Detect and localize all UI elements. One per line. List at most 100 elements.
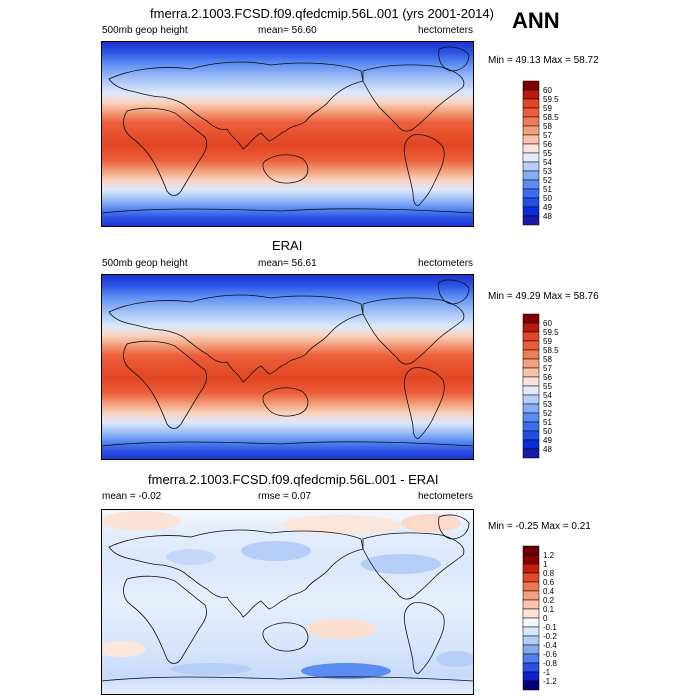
colorbar-swatch <box>522 563 540 574</box>
colorbar-swatch <box>522 331 540 342</box>
colorbar-swatch <box>522 421 540 432</box>
colorbar-tick-label: -0.6 <box>543 650 557 659</box>
colorbar-tick-label: 60 <box>543 319 552 328</box>
colorbar-tick-label: 0 <box>543 614 548 623</box>
colorbar-swatch <box>522 554 540 565</box>
panel3-colorbar: 1.210.80.60.40.20.10-0.1-0.2-0.4-0.6-0.8… <box>522 545 557 691</box>
colorbar-tick-label: 53 <box>543 167 552 176</box>
colorbar-tick-label: 50 <box>543 194 552 203</box>
colorbar-tick-label: 0.8 <box>543 569 555 578</box>
panel3-units: hectometers <box>418 491 474 502</box>
colorbar-swatch <box>522 385 540 396</box>
colorbar-tick-label: 0.4 <box>543 587 555 596</box>
colorbar-tick-label: 58 <box>543 355 552 364</box>
colorbar-swatch <box>522 608 540 619</box>
colorbar-swatch <box>522 322 540 333</box>
colorbar-swatch <box>522 403 540 414</box>
colorbar-tick-label: 1 <box>543 560 548 569</box>
colorbar-swatch <box>522 439 540 450</box>
colorbar-swatch <box>522 107 540 118</box>
colorbar-tick-label: 59 <box>543 104 552 113</box>
colorbar-swatch <box>522 179 540 190</box>
colorbar-tick-label: -0.2 <box>543 632 557 641</box>
colorbar-swatch <box>522 644 540 655</box>
colorbar-tick-label: 51 <box>543 185 552 194</box>
colorbar-swatch <box>522 80 540 91</box>
colorbar-tick-label: 58 <box>543 122 552 131</box>
panel1-title: fmerra.2.1003.FCSD.f09.qfedcmip.56L.001 … <box>150 6 494 21</box>
colorbar-swatch <box>522 89 540 100</box>
colorbar-swatch <box>522 599 540 610</box>
colorbar-tick-label: -1.2 <box>543 677 557 686</box>
colorbar-tick-label: 52 <box>543 409 552 418</box>
colorbar-tick-label: 59 <box>543 337 552 346</box>
colorbar-swatch <box>522 376 540 387</box>
panel2-map <box>101 274 474 460</box>
panel2-left-label: 500mb geop height <box>102 258 188 269</box>
season-label: ANN <box>512 8 560 33</box>
colorbar-tick-label: 56 <box>543 373 552 382</box>
panel3-title: fmerra.2.1003.FCSD.f09.qfedcmip.56L.001 … <box>148 472 439 487</box>
colorbar-swatch <box>522 394 540 405</box>
colorbar-swatch <box>522 143 540 154</box>
colorbar-swatch <box>522 206 540 217</box>
colorbar-swatch <box>522 349 540 360</box>
colorbar-tick-label: -0.8 <box>543 659 557 668</box>
colorbar-tick-label: 0.2 <box>543 596 555 605</box>
colorbar-tick-label: 49 <box>543 203 552 212</box>
colorbar-swatch <box>522 590 540 601</box>
colorbar-swatch <box>522 367 540 378</box>
colorbar-swatch <box>522 170 540 181</box>
colorbar-tick-label: 52 <box>543 176 552 185</box>
colorbar-swatch <box>522 215 540 226</box>
colorbar-swatch <box>522 358 540 369</box>
colorbar-tick-label: -0.4 <box>543 641 557 650</box>
colorbar-tick-label: 56 <box>543 140 552 149</box>
colorbar-tick-label: 48 <box>543 445 552 454</box>
colorbar-tick-label: 54 <box>543 391 552 400</box>
panel2-units: hectometers <box>418 258 474 269</box>
colorbar-tick-label: 58.5 <box>543 113 559 122</box>
panel1-minmax: Min = 49.13 Max = 58.72 <box>488 55 599 66</box>
colorbar-tick-label: 55 <box>543 149 552 158</box>
colorbar-tick-label: 53 <box>543 400 552 409</box>
colorbar-tick-label: 51 <box>543 418 552 427</box>
panel1-map <box>101 41 474 227</box>
colorbar-swatch <box>522 412 540 423</box>
colorbar-tick-label: 60 <box>543 86 552 95</box>
colorbar-swatch <box>522 430 540 441</box>
colorbar-swatch <box>522 653 540 664</box>
panel3-mean: mean = -0.02 <box>102 491 162 502</box>
panel3-minmax: Min = -0.25 Max = 0.21 <box>488 521 591 532</box>
colorbar-tick-label: 59.5 <box>543 95 559 104</box>
panel2-mean: mean= 56.61 <box>258 258 317 269</box>
panel3-map <box>101 509 474 695</box>
colorbar-tick-label: 54 <box>543 158 552 167</box>
colorbar-swatch <box>522 680 540 691</box>
panel2-title: ERAI <box>272 238 303 253</box>
panel1-left-label: 500mb geop height <box>102 25 188 36</box>
colorbar-swatch <box>522 161 540 172</box>
colorbar-swatch <box>522 125 540 136</box>
colorbar-swatch <box>522 340 540 351</box>
colorbar-tick-label: 1.2 <box>543 551 555 560</box>
colorbar-tick-label: 48 <box>543 212 552 221</box>
colorbar-swatch <box>522 197 540 208</box>
colorbar-swatch <box>522 188 540 199</box>
colorbar-swatch <box>522 581 540 592</box>
colorbar-swatch <box>522 572 540 583</box>
colorbar-swatch <box>522 313 540 324</box>
panel2-minmax: Min = 49.29 Max = 58.76 <box>488 291 599 302</box>
colorbar-tick-label: -1 <box>543 668 551 677</box>
colorbar-tick-label: 59.5 <box>543 328 559 337</box>
colorbar-swatch <box>522 671 540 682</box>
colorbar-swatch <box>522 545 540 556</box>
colorbar-swatch <box>522 134 540 145</box>
colorbar-tick-label: 57 <box>543 131 552 140</box>
colorbar-swatch <box>522 98 540 109</box>
panel1-units: hectometers <box>418 25 474 36</box>
colorbar-tick-label: 50 <box>543 427 552 436</box>
colorbar-tick-label: 49 <box>543 436 552 445</box>
